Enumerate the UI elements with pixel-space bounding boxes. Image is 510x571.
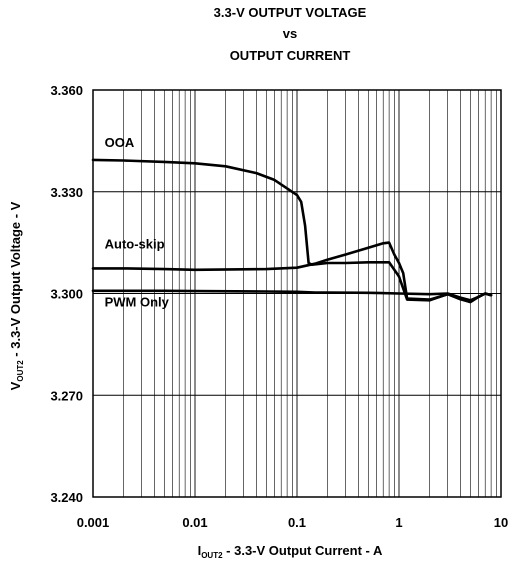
title-line-2: vs	[283, 26, 297, 41]
x-tick-label: 0.1	[288, 515, 306, 530]
x-tick-label: 0.001	[77, 515, 110, 530]
y-tick-label: 3.300	[50, 287, 83, 302]
plot-frame	[92, 89, 502, 498]
annotation-ooa: OOA	[105, 135, 135, 150]
annotation-auto-skip: Auto-skip	[105, 237, 165, 252]
series-line-auto-skip	[91, 241, 493, 304]
annotations: OOA Auto-skip PWM Only	[105, 135, 170, 309]
x-tick-label: 0.01	[182, 515, 207, 530]
y-tick-label: 3.360	[50, 83, 83, 98]
series-line-pwm-only	[91, 289, 493, 302]
x-tick-label: 1	[395, 515, 402, 530]
title-line-1: 3.3-V OUTPUT VOLTAGE	[214, 5, 367, 20]
y-axis-label: VOUT2 - 3.3-V Output Voltage - V	[8, 201, 25, 390]
y-tick-label: 3.270	[50, 388, 83, 403]
title-line-3: OUTPUT CURRENT	[230, 48, 351, 63]
x-tick-label: 10	[494, 515, 508, 530]
series-lines	[91, 158, 493, 304]
x-axis-label: IOUT2 - 3.3-V Output Current - A	[198, 543, 383, 560]
y-tick-label: 3.330	[50, 185, 83, 200]
y-tick-label: 3.240	[50, 490, 83, 505]
annotation-pwm-only: PWM Only	[105, 294, 170, 309]
tick-labels: 0.001 0.01 0.1 1 10 3.240 3.270 3.300 3.330 3.360	[50, 83, 508, 530]
chart-title: 3.3-V OUTPUT VOLTAGE vs OUTPUT CURRENT	[214, 5, 367, 63]
